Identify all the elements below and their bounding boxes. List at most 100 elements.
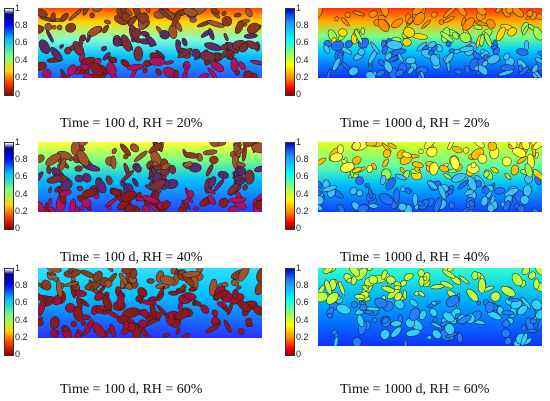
aggregate-particle (395, 173, 407, 181)
aggregate-particle (498, 69, 514, 77)
aggregate-particle (390, 326, 402, 338)
aggregate-particle (427, 180, 438, 190)
aggregate-particle (63, 281, 79, 287)
aggregate-particle (212, 290, 230, 300)
aggregate-particle (368, 275, 378, 285)
aggregate-particle (517, 304, 528, 316)
aggregate-particle (188, 286, 197, 292)
aggregate-particle (181, 37, 188, 47)
aggregate-particle (60, 68, 68, 78)
aggregate-particle (477, 154, 488, 164)
aggregate-particle (62, 326, 70, 333)
aggregate-particle (172, 69, 179, 78)
aggregate-particle (50, 46, 63, 62)
aggregate-particle (232, 176, 243, 182)
aggregate-particle (394, 292, 403, 301)
aggregate-particle (427, 41, 437, 49)
aggregate-particle (496, 26, 506, 42)
colorbar-tick-label: 0.2 (296, 331, 309, 342)
aggregate-particle (318, 157, 327, 166)
aggregate-particle (484, 32, 492, 48)
aggregate-particle (534, 268, 542, 276)
aggregate-particle (534, 176, 542, 186)
aggregate-particle (507, 27, 517, 37)
aggregate-particle (462, 147, 470, 154)
aggregate-particle (178, 206, 187, 212)
aggregate-particle (382, 317, 389, 325)
aggregate-particle (76, 150, 90, 167)
aggregate-particle (337, 144, 344, 155)
aggregate-particle (521, 142, 531, 150)
aggregate-particle (221, 16, 233, 27)
aggregate-particle (183, 152, 199, 159)
colorbar-tick-label: 0.6 (296, 297, 309, 308)
aggregate-particle (340, 162, 355, 173)
aggregate-particle (440, 280, 454, 289)
colorbar-tick-label: 0.6 (15, 297, 28, 308)
colorbar-tick-label: 0.2 (296, 205, 309, 216)
aggregate-particle (242, 142, 255, 148)
aggregate-particle (429, 308, 438, 317)
aggregate-particle (487, 142, 498, 151)
aggregate-particle (38, 39, 51, 54)
aggregate-particle (442, 269, 456, 279)
aggregate-particle (80, 320, 86, 326)
aggregate-particle (104, 19, 111, 25)
colorbar-tick-label: 1 (15, 3, 21, 13)
aggregate-particle (329, 152, 343, 163)
aggregate-particle (417, 290, 426, 298)
aggregate-particle (46, 165, 52, 175)
aggregate-particle (223, 319, 232, 333)
aggregate-particle (86, 34, 91, 43)
aggregate-particle (67, 64, 77, 76)
aggregate-particle (157, 285, 165, 299)
aggregate-particle (508, 297, 521, 302)
aggregate-particle (145, 333, 151, 338)
aggregate-particle (448, 201, 455, 210)
aggregate-particle (183, 64, 189, 75)
aggregate-particle (327, 312, 333, 319)
simulation-field-image (318, 8, 542, 78)
aggregate-particle (205, 163, 214, 177)
aggregate-particle (133, 46, 144, 62)
aggregate-particle (321, 185, 338, 193)
aggregate-particle (318, 203, 323, 211)
aggregate-particle (504, 173, 512, 180)
aggregate-particle (381, 285, 395, 293)
aggregate-particle (352, 337, 362, 346)
colorbar-tick-label: 0.8 (15, 280, 28, 291)
aggregate-particle (394, 69, 405, 77)
colorbar-tick-label: 0.8 (15, 20, 28, 31)
aggregate-particle (207, 176, 217, 189)
colorbar-tick-label: 0.2 (15, 331, 28, 342)
aggregate-particle (223, 32, 229, 42)
aggregate-particle (120, 181, 127, 187)
aggregate-particle (471, 271, 479, 281)
aggregate-particle (81, 188, 98, 199)
aggregate-particle (102, 24, 109, 34)
aggregate-particle (51, 25, 57, 30)
aggregate-particle (397, 52, 404, 63)
aggregate-particle (473, 24, 483, 30)
aggregate-particle (333, 336, 339, 346)
aggregate-particle (105, 175, 113, 185)
aggregate-particle (216, 301, 228, 309)
aggregate-particle (411, 8, 426, 16)
aggregate-particle (189, 16, 197, 23)
aggregate-particle (111, 148, 117, 154)
aggregate-particle (426, 335, 432, 340)
aggregate-particle (379, 193, 394, 205)
aggregate-particle (493, 187, 506, 195)
simulation-field-image (38, 268, 262, 338)
aggregate-particle (386, 40, 403, 50)
aggregate-particle (399, 167, 405, 173)
colorbar-tick-label: 0 (296, 89, 302, 99)
aggregate-particle (81, 34, 87, 42)
colorbar-tick-label: 1 (15, 137, 21, 147)
panel-caption: Time = 100 d, RH = 60% (60, 382, 203, 397)
aggregate-particle (442, 15, 455, 24)
colorbar-tick-label: 1 (15, 263, 21, 273)
aggregate-particle (159, 275, 176, 286)
aggregate-particle (87, 25, 102, 38)
aggregate-particle (352, 156, 362, 165)
